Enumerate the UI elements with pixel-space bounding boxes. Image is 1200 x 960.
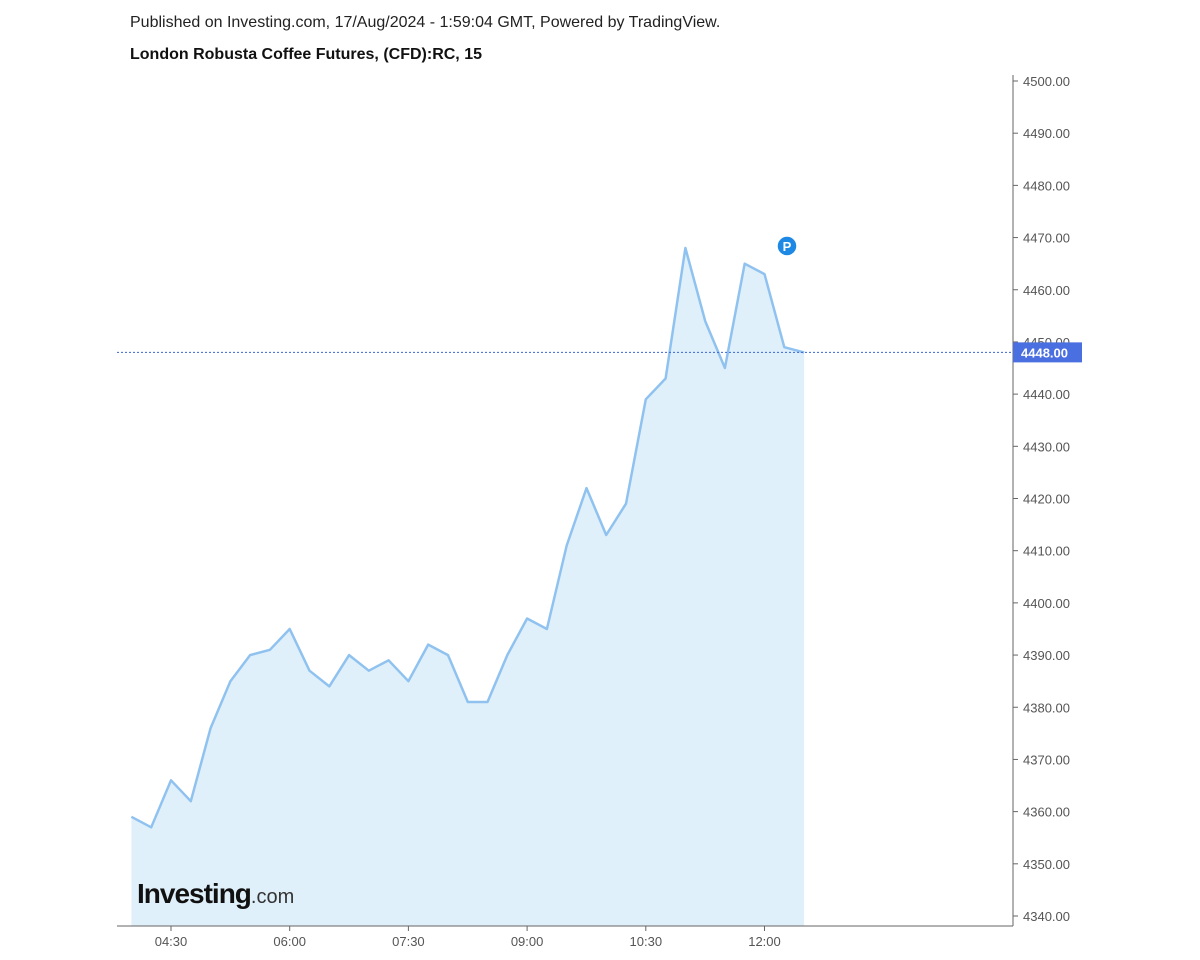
y-tick-label: 4500.00 xyxy=(1023,74,1070,89)
y-tick-label: 4350.00 xyxy=(1023,857,1070,872)
x-tick-label: 06:00 xyxy=(273,934,306,949)
last-price-badge xyxy=(1013,342,1082,363)
logo-suffix: .com xyxy=(250,886,295,908)
y-tick-label: 4460.00 xyxy=(1023,283,1070,298)
y-tick-label: 4490.00 xyxy=(1023,126,1070,141)
x-tick-label: 09:00 xyxy=(511,934,544,949)
y-tick-label: 4480.00 xyxy=(1023,178,1070,193)
published-note: Published on Investing.com, 17/Aug/2024 … xyxy=(130,14,721,31)
y-tick-label: 4470.00 xyxy=(1023,231,1070,246)
p-marker: P xyxy=(776,235,798,257)
x-tick-label: 10:30 xyxy=(630,934,663,949)
y-tick-label: 4410.00 xyxy=(1023,544,1070,559)
y-tick-label: 4440.00 xyxy=(1023,387,1070,402)
y-tick-label: 4390.00 xyxy=(1023,648,1070,663)
logo-text: Investing xyxy=(137,878,252,909)
chart-title: London Robusta Coffee Futures, (CFD):RC,… xyxy=(130,46,482,63)
x-tick-label: 07:30 xyxy=(392,934,425,949)
investing-logo: Investing.com xyxy=(137,878,294,910)
area-fill xyxy=(131,248,805,926)
last-price-label: 4448.00 xyxy=(1021,345,1068,360)
p-marker-circle xyxy=(776,235,798,257)
y-tick-label: 4420.00 xyxy=(1023,492,1070,507)
y-tick-label: 4370.00 xyxy=(1023,752,1070,767)
y-tick-label: 4340.00 xyxy=(1023,909,1070,924)
y-tick-label: 4430.00 xyxy=(1023,439,1070,454)
p-marker-label: P xyxy=(783,239,792,254)
y-tick-label: 4400.00 xyxy=(1023,596,1070,611)
y-tick-label: 4380.00 xyxy=(1023,700,1070,715)
y-tick-label: 4360.00 xyxy=(1023,805,1070,820)
x-tick-label: 04:30 xyxy=(155,934,188,949)
x-tick-label: 12:00 xyxy=(748,934,781,949)
